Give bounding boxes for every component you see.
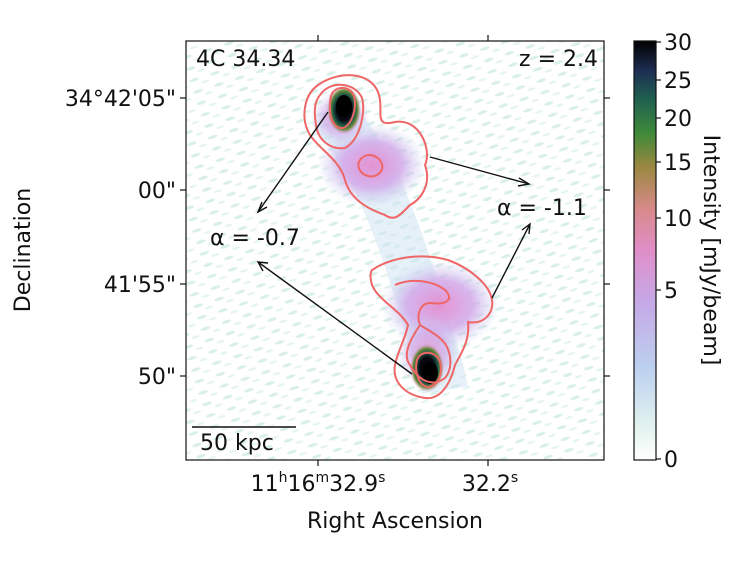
spectral-index-arrows (256, 111, 531, 375)
redshift-label: z = 2.4 (519, 47, 598, 72)
south-hotspot-core (422, 362, 438, 384)
y-tick-labels: 34°42'05" 00" 41'55" 50" (65, 87, 176, 390)
colorbar-ticks (656, 41, 661, 460)
south-contour-inner (415, 351, 442, 389)
image-panel: 4C 34.34 z = 2.4 α = -0.7 α = -1.1 50 kp… (180, 35, 610, 466)
x-axis-label: Right Ascension (307, 509, 483, 534)
scale-bar-label: 50 kpc (200, 431, 274, 456)
y-axis-label: Declination (11, 188, 36, 312)
cbar-tick-label: 20 (664, 107, 692, 132)
north-contour-knot (357, 154, 384, 178)
ytick-label: 50" (138, 365, 176, 390)
alpha-left-label: α = -0.7 (210, 226, 300, 251)
arrow-north-lobe-to-right-label (429, 156, 530, 185)
cbar-tick-label: 30 (664, 31, 692, 56)
arrowhead-south-right (521, 222, 531, 235)
arrowhead-north-left (256, 201, 268, 214)
cbar-tick-label: 25 (664, 69, 692, 94)
contours (303, 74, 494, 400)
colorbar: 30 25 20 15 10 5 0 Intensity [mJy/beam] (633, 31, 723, 473)
arrow-south-lobe-to-right-label (491, 223, 531, 299)
north-contour-inner (328, 86, 356, 130)
cbar-tick-label: 15 (664, 151, 692, 176)
source-name: 4C 34.34 (196, 47, 295, 72)
cbar-tick-label: 10 (664, 207, 692, 232)
panel-frame (185, 40, 605, 461)
xtick-label-1: 11h16m32.9s (251, 470, 386, 497)
north-contour-outer (303, 74, 429, 219)
arrowhead-south-left (256, 261, 269, 272)
xtick-label-2: 32.2s (462, 470, 518, 497)
colorbar-gradient (633, 40, 657, 461)
axis-ticks (180, 35, 610, 466)
arrow-south-to-left-label (257, 261, 413, 375)
ytick-label: 00" (138, 179, 176, 204)
north-contour-mid (313, 83, 365, 150)
arrow-north-to-left-label (257, 111, 329, 213)
ytick-label: 34°42'05" (65, 87, 176, 112)
arrowhead-north-right (517, 177, 531, 187)
alpha-right-label: α = -1.1 (497, 196, 587, 221)
ytick-label: 41'55" (104, 273, 176, 298)
cbar-tick-label: 5 (664, 279, 678, 304)
north-hotspot-core (336, 95, 352, 117)
south-contour-mid (394, 279, 452, 384)
cbar-tick-label: 0 (664, 448, 678, 473)
colorbar-label: Intensity [mJy/beam] (698, 135, 723, 366)
south-contour-outer (369, 255, 494, 400)
